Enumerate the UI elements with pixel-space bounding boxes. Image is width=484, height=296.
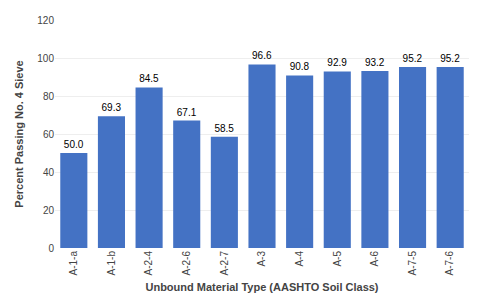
svg-text:96.6: 96.6 bbox=[252, 50, 272, 61]
svg-text:A-2-6: A-2-6 bbox=[181, 251, 192, 276]
svg-text:93.2: 93.2 bbox=[365, 57, 385, 68]
svg-text:100: 100 bbox=[37, 53, 54, 64]
svg-text:A-1-b: A-1-b bbox=[106, 251, 117, 276]
svg-text:67.1: 67.1 bbox=[177, 107, 197, 118]
svg-text:95.2: 95.2 bbox=[440, 53, 460, 64]
svg-text:A-2-4: A-2-4 bbox=[143, 251, 154, 276]
svg-text:A-6: A-6 bbox=[369, 251, 380, 267]
svg-text:A-7-5: A-7-5 bbox=[407, 251, 418, 276]
svg-text:90.8: 90.8 bbox=[290, 61, 310, 72]
svg-text:0: 0 bbox=[48, 243, 54, 254]
svg-text:84.5: 84.5 bbox=[139, 73, 159, 84]
svg-text:58.5: 58.5 bbox=[214, 123, 234, 134]
svg-text:92.9: 92.9 bbox=[327, 57, 347, 68]
svg-text:A-3: A-3 bbox=[256, 251, 267, 267]
svg-text:120: 120 bbox=[37, 15, 54, 26]
svg-text:A-1-a: A-1-a bbox=[68, 251, 79, 276]
svg-text:40: 40 bbox=[43, 167, 55, 178]
svg-text:95.2: 95.2 bbox=[403, 53, 423, 64]
svg-text:Percent Passing No. 4 Sieve: Percent Passing No. 4 Sieve bbox=[13, 60, 25, 207]
svg-text:A-4: A-4 bbox=[294, 251, 305, 267]
svg-text:A-7-6: A-7-6 bbox=[444, 251, 455, 276]
svg-text:50.0: 50.0 bbox=[64, 139, 84, 150]
svg-text:60: 60 bbox=[43, 129, 55, 140]
svg-text:Unbound Material Type (AASHTO: Unbound Material Type (AASHTO Soil Class… bbox=[145, 281, 378, 293]
svg-text:20: 20 bbox=[43, 205, 55, 216]
svg-text:A-5: A-5 bbox=[332, 251, 343, 267]
svg-text:69.3: 69.3 bbox=[102, 102, 122, 113]
svg-text:A-2-7: A-2-7 bbox=[219, 251, 230, 276]
svg-text:80: 80 bbox=[43, 91, 55, 102]
